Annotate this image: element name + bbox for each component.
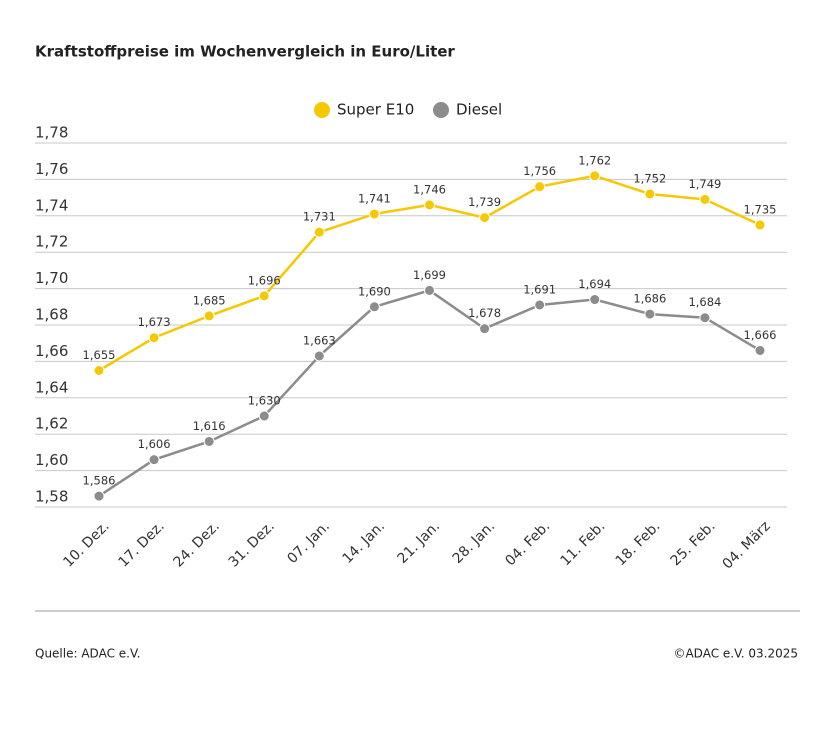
data-label: 1,735 [744, 202, 777, 216]
data-point [148, 332, 160, 344]
data-point [644, 188, 656, 200]
y-tick-label: 1,74 [35, 196, 68, 214]
data-label: 1,749 [688, 177, 721, 191]
data-label: 1,586 [83, 474, 116, 488]
y-tick-label: 1,72 [35, 233, 68, 251]
data-label: 1,685 [193, 293, 226, 307]
data-label: 1,663 [303, 333, 336, 347]
y-tick-label: 1,64 [35, 378, 68, 396]
data-label: 1,616 [193, 419, 226, 433]
data-point [258, 290, 270, 302]
x-tick-label: 31. Dez. [226, 518, 278, 570]
x-tick-label: 10. Dez. [60, 518, 112, 570]
data-point [589, 170, 601, 182]
legend-marker [314, 102, 330, 118]
y-tick-label: 1,76 [35, 160, 68, 178]
chart-title: Kraftstoffpreise im Wochenvergleich in E… [35, 43, 455, 61]
data-point [93, 490, 105, 502]
data-point [313, 350, 325, 362]
data-point [479, 323, 491, 335]
data-point [754, 344, 766, 356]
data-label: 1,699 [413, 268, 446, 282]
legend-label: Diesel [456, 101, 502, 119]
data-point [534, 181, 546, 193]
source: Quelle: ADAC e.V. [35, 647, 140, 661]
data-point [368, 208, 380, 220]
data-point [534, 299, 546, 311]
data-point [644, 308, 656, 320]
legend-marker [433, 102, 449, 118]
x-tick-label: 14. Jan. [339, 518, 388, 567]
y-tick-label: 1,58 [35, 488, 68, 506]
data-label: 1,655 [83, 348, 116, 362]
data-label: 1,691 [523, 282, 556, 296]
data-point [258, 410, 270, 422]
data-label: 1,696 [248, 273, 281, 287]
y-tick-label: 1,66 [35, 342, 68, 360]
y-tick-label: 1,70 [35, 269, 68, 287]
y-tick-label: 1,78 [35, 124, 68, 142]
data-point [203, 435, 215, 447]
data-point [424, 284, 435, 296]
data-point [203, 310, 215, 322]
data-label: 1,673 [138, 315, 171, 329]
data-point [589, 294, 601, 306]
data-label: 1,739 [468, 195, 501, 209]
data-point [93, 365, 105, 376]
data-label: 1,686 [633, 292, 666, 306]
data-point [754, 219, 766, 231]
data-label: 1,678 [468, 306, 501, 320]
x-tick-label: 25. Feb. [668, 518, 719, 569]
y-tick-label: 1,68 [35, 306, 68, 324]
x-tick-label: 28. Jan. [450, 518, 499, 567]
x-tick-label: 21. Jan. [395, 518, 444, 567]
y-tick-label: 1,62 [35, 415, 68, 433]
data-label: 1,694 [578, 277, 611, 291]
x-tick-label: 17. Dez. [115, 518, 167, 570]
data-label: 1,606 [138, 437, 171, 451]
data-label: 1,630 [248, 394, 281, 408]
data-label: 1,762 [578, 153, 611, 167]
data-point [699, 312, 711, 324]
y-tick-label: 1,60 [35, 451, 68, 469]
data-point [313, 226, 325, 238]
x-tick-label: 04. Feb. [502, 518, 553, 569]
data-label: 1,756 [523, 164, 556, 178]
x-tick-label: 11. Feb. [558, 518, 609, 569]
copyright: ©ADAC e.V. 03.2025 [673, 647, 798, 661]
x-tick-label: 04. März [720, 518, 774, 572]
data-label: 1,746 [413, 182, 446, 196]
data-label: 1,690 [358, 284, 391, 298]
x-tick-label: 24. Dez. [171, 518, 223, 570]
data-point [424, 199, 435, 211]
x-tick-label: 18. Feb. [613, 518, 664, 569]
data-label: 1,731 [303, 210, 336, 224]
data-label: 1,684 [688, 295, 721, 309]
data-label: 1,666 [744, 328, 777, 342]
data-label: 1,741 [358, 191, 391, 205]
data-point [699, 193, 711, 205]
legend-label: Super E10 [337, 101, 414, 119]
data-point [368, 301, 380, 313]
data-point [479, 212, 491, 224]
x-tick-label: 07. Jan. [284, 518, 333, 567]
data-point [148, 454, 160, 466]
data-label: 1,752 [633, 171, 666, 185]
